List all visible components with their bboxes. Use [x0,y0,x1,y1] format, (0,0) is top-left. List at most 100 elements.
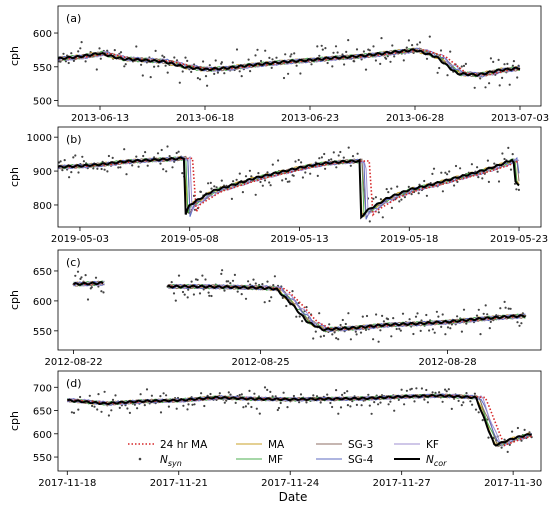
legend-label-sg4: SG-4 [348,454,374,466]
nsyn-point [347,146,350,149]
nsyn-point [117,166,120,169]
nsyn-point [391,44,394,47]
nsyn-point [379,329,382,332]
nsyn-point [318,312,321,315]
nsyn-point [449,327,452,330]
legend-label-kf: KF [426,439,439,451]
nsyn-point [193,403,196,406]
nsyn-point [242,406,245,409]
nsyn-point [464,62,467,65]
nsyn-point [270,296,273,299]
nsyn-point [59,160,62,163]
nsyn-point [279,401,282,405]
nsyn-point [330,158,333,161]
nsyn-point [284,177,287,180]
nsyn-point [153,156,156,159]
nsyn-point [238,70,241,73]
nsyn-point [428,329,431,332]
nsyn-point [310,63,313,66]
nsyn-point [477,308,480,311]
nsyn-point [287,72,290,75]
nsyn-point [331,405,334,409]
nsyn-point [187,288,190,291]
series-ncor [66,393,532,447]
nsyn-point [315,395,319,398]
nsyn-point [236,290,239,293]
nsyn-point [299,393,303,396]
nsyn-point [501,152,504,155]
nsyn-point [516,76,519,79]
nsyn-point [377,403,380,406]
nsyn-point [513,182,517,185]
y-tick-label: 800 [33,201,52,212]
nsyn-point [263,301,266,304]
nsyn-point [266,280,269,283]
nsyn-point [266,171,269,174]
nsyn-point [362,50,365,53]
nsyn-point [323,152,326,156]
nsyn-point [413,400,416,403]
nsyn-point [186,59,189,63]
series-ma24 [58,157,520,217]
nsyn-point [165,394,168,397]
nsyn-point [417,192,420,195]
nsyn-point [309,172,312,175]
nsyn-point [100,290,103,293]
nsyn-point [159,411,163,414]
nsyn-point [190,70,193,73]
nsyn-point [474,408,478,411]
nsyn-point [319,335,322,338]
nsyn-point [103,390,106,393]
nsyn-point [281,296,284,299]
nsyn-point [434,391,437,394]
nsyn-point [341,318,344,322]
series-sg3 [73,280,526,332]
x-tick-label: 2019-05-23 [490,234,548,245]
nsyn-point [347,39,350,42]
nsyn-point [392,317,395,320]
nsyn-point [469,400,472,403]
nsyn-point [462,401,465,404]
nsyn-point [470,163,473,166]
nsyn-point [471,403,474,406]
nsyn-point [322,334,326,337]
nsyn-point [136,407,139,410]
nsyn-point [503,63,506,66]
y-tick-label: 600 [33,297,52,308]
nsyn-point [268,181,271,184]
nsyn-point [393,409,396,412]
nsyn-point [256,48,259,51]
nsyn-point [401,312,405,315]
nsyn-point [162,168,165,171]
nsyn-point [349,405,352,408]
nsyn-point [220,272,223,275]
nsyn-point [405,46,408,49]
nsyn-point [479,77,482,80]
nsyn-point [341,393,344,396]
nsyn-point [416,312,419,315]
nsyn-point [408,318,411,321]
nsyn-point [379,198,382,201]
nsyn-point [113,49,116,52]
nsyn-point [156,152,160,155]
nsyn-point [175,59,179,62]
nsyn-point [333,331,336,334]
nsyn-point [407,39,410,42]
nsyn-point [373,401,376,404]
nsyn-point [512,60,516,63]
nsyn-point [368,404,371,407]
nsyn-point [221,269,224,272]
nsyn-point [196,278,199,281]
nsyn-point [332,151,335,154]
nsyn-point [410,193,413,196]
nsyn-point [170,281,173,284]
nsyn-point [503,300,506,303]
nsyn-point [144,151,147,154]
nsyn-point [146,164,149,167]
nsyn-point [364,328,368,331]
nsyn-point [507,307,510,310]
nsyn-point [106,49,109,52]
nsyn-point [240,75,243,78]
nsyn-point [238,393,241,397]
nsyn-point [356,152,359,155]
